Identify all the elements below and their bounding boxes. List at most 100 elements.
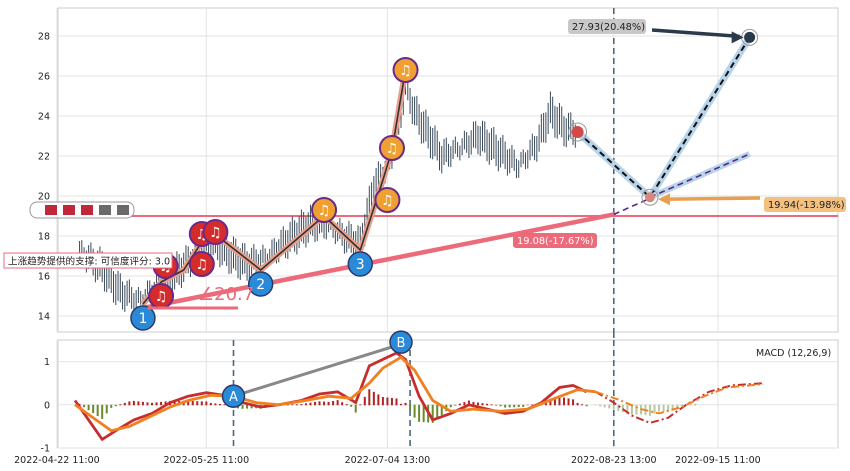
macd-histogram-bar	[114, 404, 117, 407]
macd-histogram-bar	[481, 403, 484, 406]
price-panel: 14 16 18 20 22 24 26 28 ♫♫♫♫♫♫♫♫♫ 1 2 3 ∠20.7 上涨趋…	[3, 7, 846, 333]
macd-histogram-bar	[581, 404, 584, 406]
price-y-tick-label: 22	[38, 152, 50, 163]
divergence-markers: AB	[221, 330, 413, 408]
macd-histogram-bar	[572, 399, 575, 406]
flag-icon[interactable]	[63, 205, 75, 215]
macd-histogram-bar	[286, 404, 289, 406]
macd-histogram-bar	[504, 404, 507, 408]
price-y-tick-label: 28	[38, 32, 50, 43]
last-point-ring	[568, 122, 588, 142]
macd-histogram-bar	[304, 403, 307, 406]
projection-label: 19.08(-17.67%)	[517, 236, 594, 247]
macd-histogram-bar	[336, 400, 339, 406]
flag-icon[interactable]	[81, 205, 93, 215]
music-note-icon-glyph: ♫	[381, 193, 394, 209]
macd-histogram-bar	[404, 402, 407, 406]
projection-labels: 27.93(20.48%) 19.94(-13.98%) 19.08(-17.67%…	[513, 19, 846, 248]
macd-histogram-bar	[562, 397, 565, 406]
wave-marker-label: 2	[256, 277, 265, 293]
wave-marker-label: 3	[356, 257, 365, 273]
macd-histogram-bar	[658, 404, 661, 412]
price-grid	[56, 8, 838, 332]
macd-histogram-bar	[155, 402, 158, 406]
music-note-icon	[188, 251, 215, 277]
macd-histogram-bar	[454, 404, 457, 406]
target-dot	[744, 31, 756, 43]
macd-histogram-bar	[87, 404, 90, 411]
support-note: 上涨趋势提供的支撑: 可信度评分: 3.0	[3, 252, 173, 269]
macd-histogram-bar	[92, 404, 95, 414]
toolbar-icons[interactable]	[29, 201, 135, 219]
macd-histogram-bar	[318, 401, 321, 406]
macd-histogram-bar	[119, 404, 122, 406]
macd-histogram-bar	[567, 398, 570, 406]
signal-line	[74, 355, 596, 433]
macd-histogram-bar	[526, 404, 529, 406]
wave-markers: 1 2 3	[130, 251, 374, 331]
projection-arrow	[651, 28, 740, 39]
macd-histogram-bar	[105, 404, 108, 414]
wave-marker	[347, 251, 374, 277]
projection-arrowhead	[731, 31, 744, 44]
macd-histogram-bar	[241, 404, 244, 409]
macd-histogram-bar	[594, 404, 597, 406]
macd-histogram-bar	[160, 401, 163, 406]
x-axis-tick-labels: 2022-04-22 11:00 2022-05-25 11:00 2022-07-…	[14, 455, 761, 466]
macd-histogram-bar	[196, 401, 199, 406]
x-tick-label: 2022-09-15 11:00	[675, 455, 761, 466]
macd-histogram-bar	[350, 404, 353, 407]
macd-histogram-bar	[110, 404, 113, 408]
macd-histogram-bar	[359, 404, 362, 406]
macd-panel: -101 AB MACD (12,26,9)	[41, 330, 839, 455]
macd-histogram-bar	[327, 401, 330, 406]
macd-histogram-bar	[490, 404, 493, 406]
projection-arrowhead	[658, 193, 671, 206]
music-note-icon-glyph: ♫	[155, 289, 168, 305]
macd-histogram-bar	[205, 401, 208, 406]
projection-arrow	[661, 196, 761, 201]
filter-icon[interactable]	[99, 205, 111, 215]
projection-path	[576, 36, 751, 199]
macd-histogram-bar	[409, 404, 412, 411]
macd-histogram-bar	[440, 404, 443, 416]
macd-histogram-bar	[372, 391, 375, 406]
music-note-icon	[378, 135, 405, 161]
macd-histogram-bar	[101, 404, 104, 419]
wave-zigzag	[142, 69, 407, 305]
macd-histogram-bar	[431, 404, 434, 423]
macd-histogram-bar	[151, 402, 154, 406]
macd-histogram-bar	[626, 404, 629, 414]
macd-histogram-bar	[667, 404, 670, 412]
support-note-text: 上涨趋势提供的支撑: 可信度评分: 3.0	[8, 256, 170, 268]
macd-histogram-bar	[128, 401, 131, 406]
macd-histogram-bar	[549, 400, 552, 406]
macd-y-tick-label: -1	[41, 444, 50, 455]
macd-histogram-bar	[544, 402, 547, 406]
macd-histogram-bar	[123, 402, 126, 406]
macd-histogram-bar	[345, 404, 348, 406]
macd-histogram-bar	[531, 404, 534, 406]
projection-upper-line	[649, 153, 750, 198]
macd-histogram-bar	[323, 401, 326, 406]
macd-histogram-bar	[214, 403, 217, 406]
projection-label-box	[513, 233, 597, 248]
macd-histogram-bar	[137, 401, 140, 406]
macd-histogram-bar	[508, 404, 511, 408]
music-note-icon-glyph: ♫	[386, 141, 399, 157]
music-note-icon	[202, 219, 229, 245]
macd-histogram-bar	[467, 400, 470, 406]
filter-icon[interactable]	[117, 205, 129, 215]
macd-histogram-bar	[291, 404, 294, 406]
macd-histogram-bar	[332, 401, 335, 406]
macd-histogram-bar	[599, 404, 602, 407]
music-note-icon	[392, 57, 419, 83]
macd-histogram-bar	[132, 400, 135, 406]
macd-histogram-bar	[354, 404, 357, 413]
flag-icon[interactable]	[45, 205, 57, 215]
macd-histogram-bar	[164, 401, 167, 406]
macd-histogram-bar	[495, 404, 498, 406]
macd-histogram-bar	[209, 403, 212, 406]
macd-histogram-bar	[689, 404, 692, 406]
